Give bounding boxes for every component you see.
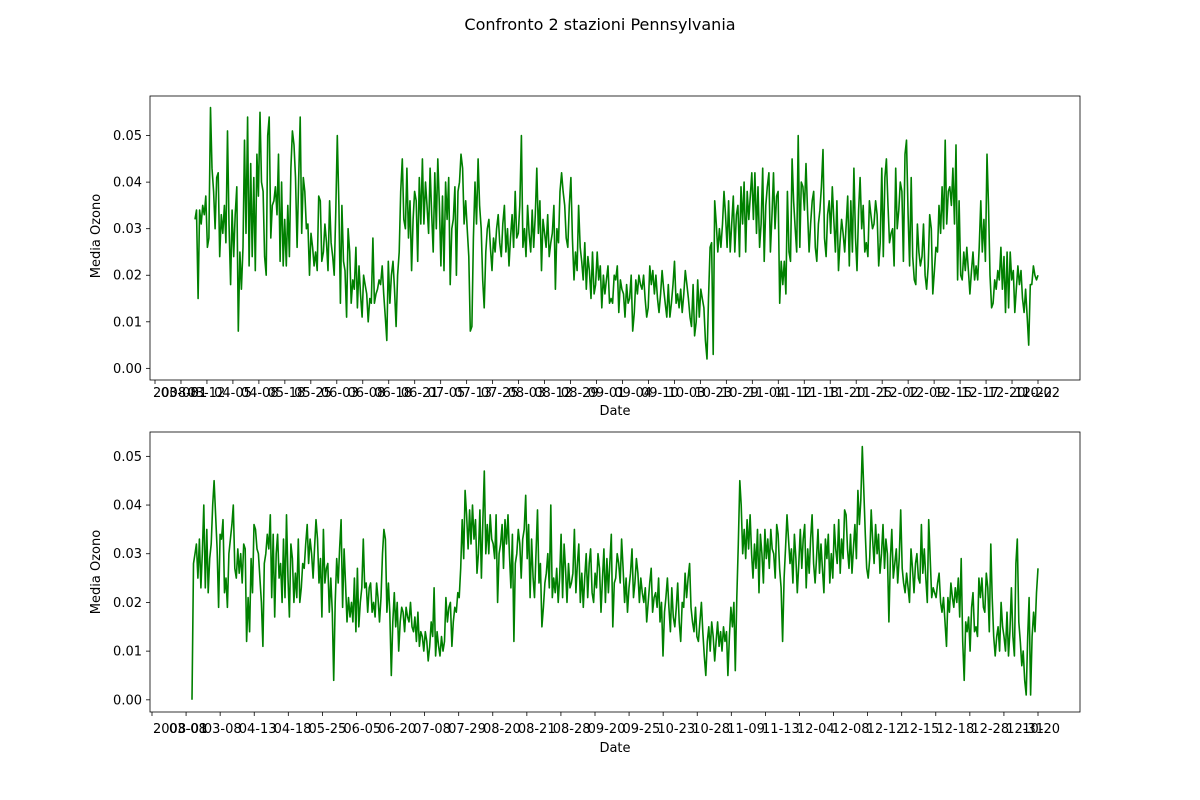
x-tick-label: 12-17: [961, 386, 999, 401]
x-tick-label: 04-05: [214, 386, 252, 401]
y-axis-label: Media Ozono: [89, 530, 104, 614]
figure-title: Confronto 2 stazioni Pennsylvania: [464, 15, 735, 34]
ozone-series-line: [191, 445, 1039, 700]
x-tick-label: 12-22: [1014, 386, 1052, 401]
x-tick-label: 04-13: [239, 722, 277, 737]
x-tick-label: 12-12: [867, 722, 905, 737]
x-tick-label: 11-13: [762, 722, 800, 737]
x-tick-label: 06-03: [321, 386, 359, 401]
x-tick-label: 04-18: [274, 722, 312, 737]
x-tick-label: 08-20: [483, 722, 521, 737]
plot-frame: [149, 431, 1081, 713]
x-axis-label: Date: [599, 404, 630, 419]
x-tick-label: 04-08: [241, 386, 279, 401]
x-tick-label: 12-31: [1006, 722, 1044, 737]
y-tick-label: 0.03: [113, 222, 142, 237]
y-tick-label: 0.01: [113, 645, 142, 660]
x-tick-label: 10-02: [1022, 386, 1060, 401]
y-tick-label: 0.02: [113, 596, 142, 611]
x-tick-label: 03-08: [161, 386, 199, 401]
top-chart: 0.00 0.01 0.02 0.03 0.04 0.05 2008-0103-0803-1…: [89, 95, 1081, 419]
x-tick-label: 12-04: [797, 722, 835, 737]
x-tick-label: 09-25: [622, 722, 660, 737]
x-tick-label: 10-23: [694, 386, 732, 401]
x-tick-label: 06-20: [378, 722, 416, 737]
x-tick-label: 03-08: [169, 722, 207, 737]
x-tick-label: 11-12: [774, 386, 812, 401]
x-tick-label: 12-18: [936, 722, 974, 737]
x-tick-label: 12-15: [902, 722, 940, 737]
x-tick-label: 07-13: [454, 386, 492, 401]
x-tick-label: 03-08: [204, 722, 242, 737]
x-tick-label: 09-20: [588, 722, 626, 737]
x-tick-label: 03-12: [187, 386, 225, 401]
x-tick-label: 12-20: [988, 386, 1026, 401]
x-tick-label: 08-12: [534, 386, 572, 401]
x-tick-label: 08-03: [508, 386, 546, 401]
y-tick-label: 0.04: [113, 499, 142, 514]
x-tick-label: 11-25: [854, 386, 892, 401]
x-tick-label: 12-09: [908, 386, 946, 401]
x-tick-label: 11-04: [748, 386, 786, 401]
x-tick-label: 10-23: [657, 722, 695, 737]
plot-frame: [149, 95, 1081, 381]
x-tick-label: 09-10: [641, 386, 679, 401]
y-tick-label: 0.03: [113, 547, 142, 562]
y-tick-label: 0.02: [113, 269, 142, 284]
x-tick-label: 12-08: [832, 722, 870, 737]
x-tick-label: 12-28: [971, 722, 1009, 737]
x-tick-label: 10-03: [668, 386, 706, 401]
x-tick-label: 07-25: [481, 386, 519, 401]
x-tick-label: 08-28: [553, 722, 591, 737]
x-tick-label: 06-05: [343, 722, 381, 737]
x-tick-label: 10-28: [692, 722, 730, 737]
x-tick-label: 07-05: [428, 386, 466, 401]
x-axis-label: Date: [599, 741, 630, 756]
y-tick-label: 0.05: [113, 129, 142, 144]
x-tick-label: 09-01: [588, 386, 626, 401]
x-tick-label: 07-08: [413, 722, 451, 737]
x-tick-label: 10-29: [721, 386, 759, 401]
x-tick-label: 05-25: [309, 722, 347, 737]
y-tick-label: 0.01: [113, 315, 142, 330]
y-tick-label: 0.00: [113, 362, 142, 377]
y-tick-label: 0.00: [113, 693, 142, 708]
x-tick-label: 12-02: [881, 386, 919, 401]
x-tick-label: 11-09: [727, 722, 765, 737]
x-tick-label: 2008-01: [153, 722, 207, 737]
x-tick-label: 06-08: [348, 386, 386, 401]
x-tick-label: 08-21: [518, 722, 556, 737]
x-tick-label: 11-18: [801, 386, 839, 401]
y-axis-label: Media Ozono: [89, 194, 104, 278]
x-tick-label: 05-18: [267, 386, 305, 401]
y-tick-label: 0.05: [113, 450, 142, 465]
x-tick-label: 06-18: [374, 386, 412, 401]
x-tick-label: 10-20: [1022, 722, 1060, 737]
ozone-series-line: [194, 106, 1039, 360]
x-tick-label: 07-29: [448, 722, 486, 737]
bottom-chart: 0.00 0.01 0.02 0.03 0.04 0.05 2008-0103-0803-0…: [89, 431, 1081, 756]
x-tick-label: 2008-01: [153, 386, 207, 401]
x-tick-label: 06-21: [401, 386, 439, 401]
x-tick-label: 05-25: [294, 386, 332, 401]
x-tick-label: 08-29: [561, 386, 599, 401]
x-tick-label: 12-15: [934, 386, 972, 401]
x-tick-label: 11-20: [828, 386, 866, 401]
x-tick-label: 09-04: [614, 386, 652, 401]
y-tick-label: 0.04: [113, 176, 142, 191]
